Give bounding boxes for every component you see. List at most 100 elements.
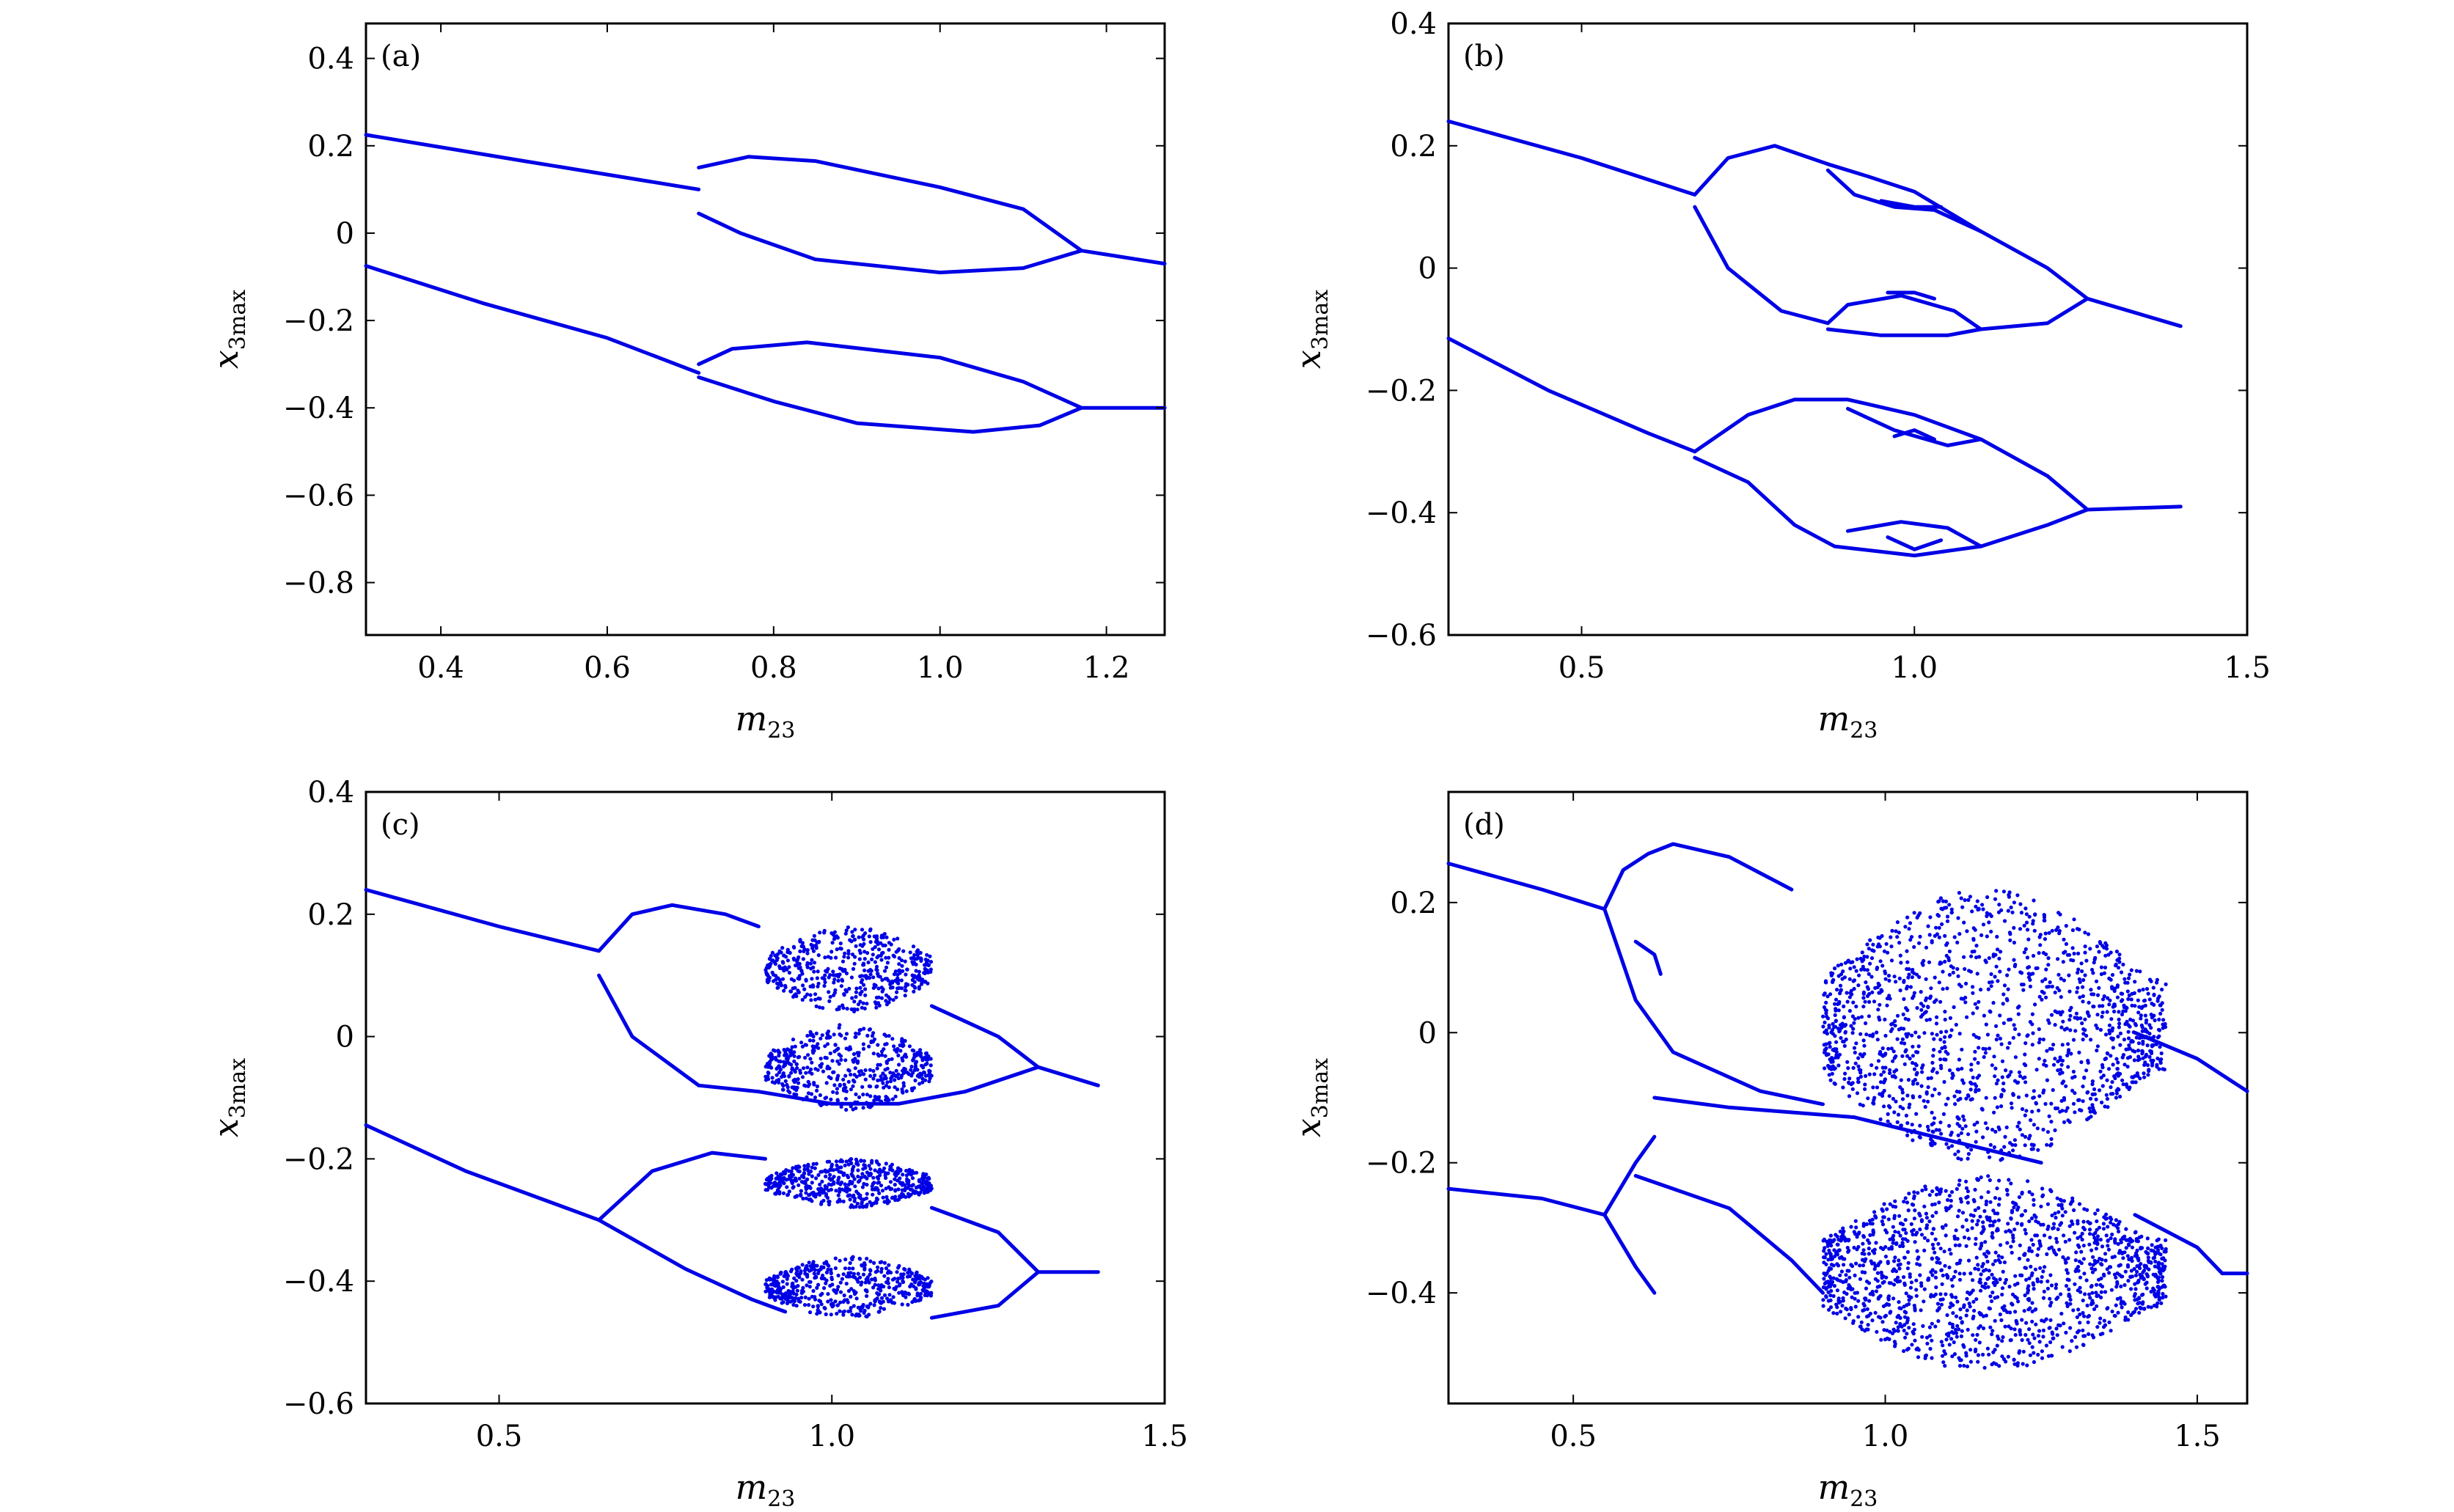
chaos-point [2032,1198,2035,1202]
chaos-point [1912,945,1916,949]
chaos-point [1891,1269,1894,1273]
chaos-point [824,1192,828,1196]
chaos-point [2024,947,2028,951]
chaos-point [2111,973,2114,977]
chaos-point [2095,1013,2099,1016]
chaos-point [840,1277,844,1281]
chaos-point [835,1091,839,1095]
chaos-point [1977,1061,1980,1065]
chaos-point [874,1298,878,1302]
chaos-point [2056,1068,2059,1072]
chaos-point [915,1060,918,1063]
chaos-point [2023,1209,2027,1213]
chaos-point [901,1044,904,1048]
chaos-point [2103,966,2107,969]
chaos-point [1927,1085,1930,1089]
chaos-point [1950,911,1954,914]
chaos-point [2146,1274,2150,1278]
chaos-point [879,1260,883,1263]
chaos-point [1905,985,1909,988]
chaos-point [856,1175,860,1178]
chaos-point [882,1274,886,1278]
chaos-point [2023,924,2026,928]
chaos-point [2122,1283,2126,1287]
chaos-point [1837,1002,1841,1005]
chaos-point [2018,1257,2021,1260]
chaos-point [2134,1080,2138,1084]
bifurcation-branch [1848,522,1982,546]
chaos-point [2164,1238,2167,1242]
chaos-point [2013,964,2017,968]
chaos-point [2059,1221,2063,1225]
chaos-point [1938,926,1941,930]
chaos-point [2075,1012,2078,1016]
chaos-point [2031,1310,2034,1313]
chaos-point [843,1037,847,1041]
chaos-point [1842,1263,1845,1266]
chaos-point [817,940,821,944]
chaos-point [1898,1322,1902,1326]
chaos-point [2076,1315,2079,1319]
chaos-point [1832,1263,1836,1267]
chaos-point [1856,1091,1859,1095]
chaos-point [2051,1337,2055,1340]
x-tick-label: 1.5 [1141,1420,1188,1453]
chaos-point [1969,1068,1973,1072]
chaos-point [896,1266,900,1269]
chaos-point [2142,1076,2146,1079]
chaos-point [1909,985,1913,988]
chaos-point [1957,1117,1961,1120]
chaos-point [2015,893,2019,897]
chaos-point [2023,1143,2027,1147]
chaos-point [1991,1351,1995,1354]
chaos-point [851,1079,855,1082]
chaos-point [1930,1111,1934,1115]
chaos-point [784,955,788,958]
chaos-point [881,1189,884,1192]
chaos-point [1936,1257,1940,1260]
chaos-point [1856,1016,1860,1020]
chaos-point [2145,1281,2149,1285]
chaos-point [779,1177,783,1181]
chaos-point [1854,1005,1858,1008]
chaos-point [2102,1274,2106,1277]
chaos-point [2142,988,2145,991]
chaos-point [1933,976,1937,980]
chaos-point [2122,1235,2126,1238]
chaos-point [1908,1103,1911,1107]
chaos-point [1910,1343,1913,1346]
chaos-point [831,1090,835,1094]
chaos-point [2023,906,2027,910]
chaos-point [875,996,879,999]
chaos-point [1907,1018,1911,1021]
chaos-point [1875,967,1879,971]
chaos-point [766,1065,770,1069]
chaos-point [1996,1105,1999,1109]
chaos-point [2012,1227,2016,1231]
chaos-point [1988,1010,1992,1013]
chaos-point [2052,1063,2056,1067]
chaos-point [2040,1349,2044,1353]
bifurcation-branch [1695,207,1828,323]
chaos-point [828,1284,832,1288]
chaos-point [1934,1211,1938,1214]
chaos-point [840,967,843,971]
chaos-point [788,1054,792,1057]
chaos-point [1902,1304,1906,1308]
bifurcation-branch [2135,1215,2222,1274]
chaos-point [890,1037,894,1041]
chaos-point [2009,1070,2012,1074]
chaos-point [1829,1244,1833,1247]
chaos-point [2020,911,2023,914]
chaos-point [802,988,806,991]
chaos-point [1880,1271,1883,1274]
chaos-point [882,1307,886,1311]
chaos-point [1964,1180,1968,1183]
chaos-point [893,1078,896,1082]
chaos-point [1936,1242,1940,1246]
chaos-point [1971,1226,1974,1230]
chaos-point [2127,1087,2131,1091]
chaos-point [1984,1051,1988,1054]
chaos-point [816,969,820,973]
chaos-point [1924,946,1928,950]
